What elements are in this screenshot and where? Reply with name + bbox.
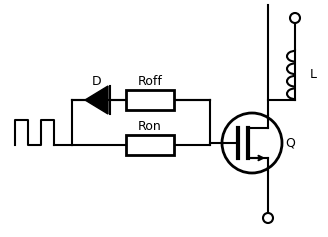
Circle shape: [263, 213, 273, 223]
Text: Ron: Ron: [138, 120, 162, 133]
Circle shape: [222, 113, 282, 173]
Bar: [126, 90, 174, 110]
Circle shape: [290, 13, 300, 23]
Text: Roff: Roff: [137, 75, 162, 88]
Text: D: D: [92, 75, 102, 88]
Text: Q: Q: [285, 137, 295, 150]
Polygon shape: [85, 86, 108, 114]
Bar: [126, 135, 174, 155]
Text: L: L: [310, 68, 317, 82]
